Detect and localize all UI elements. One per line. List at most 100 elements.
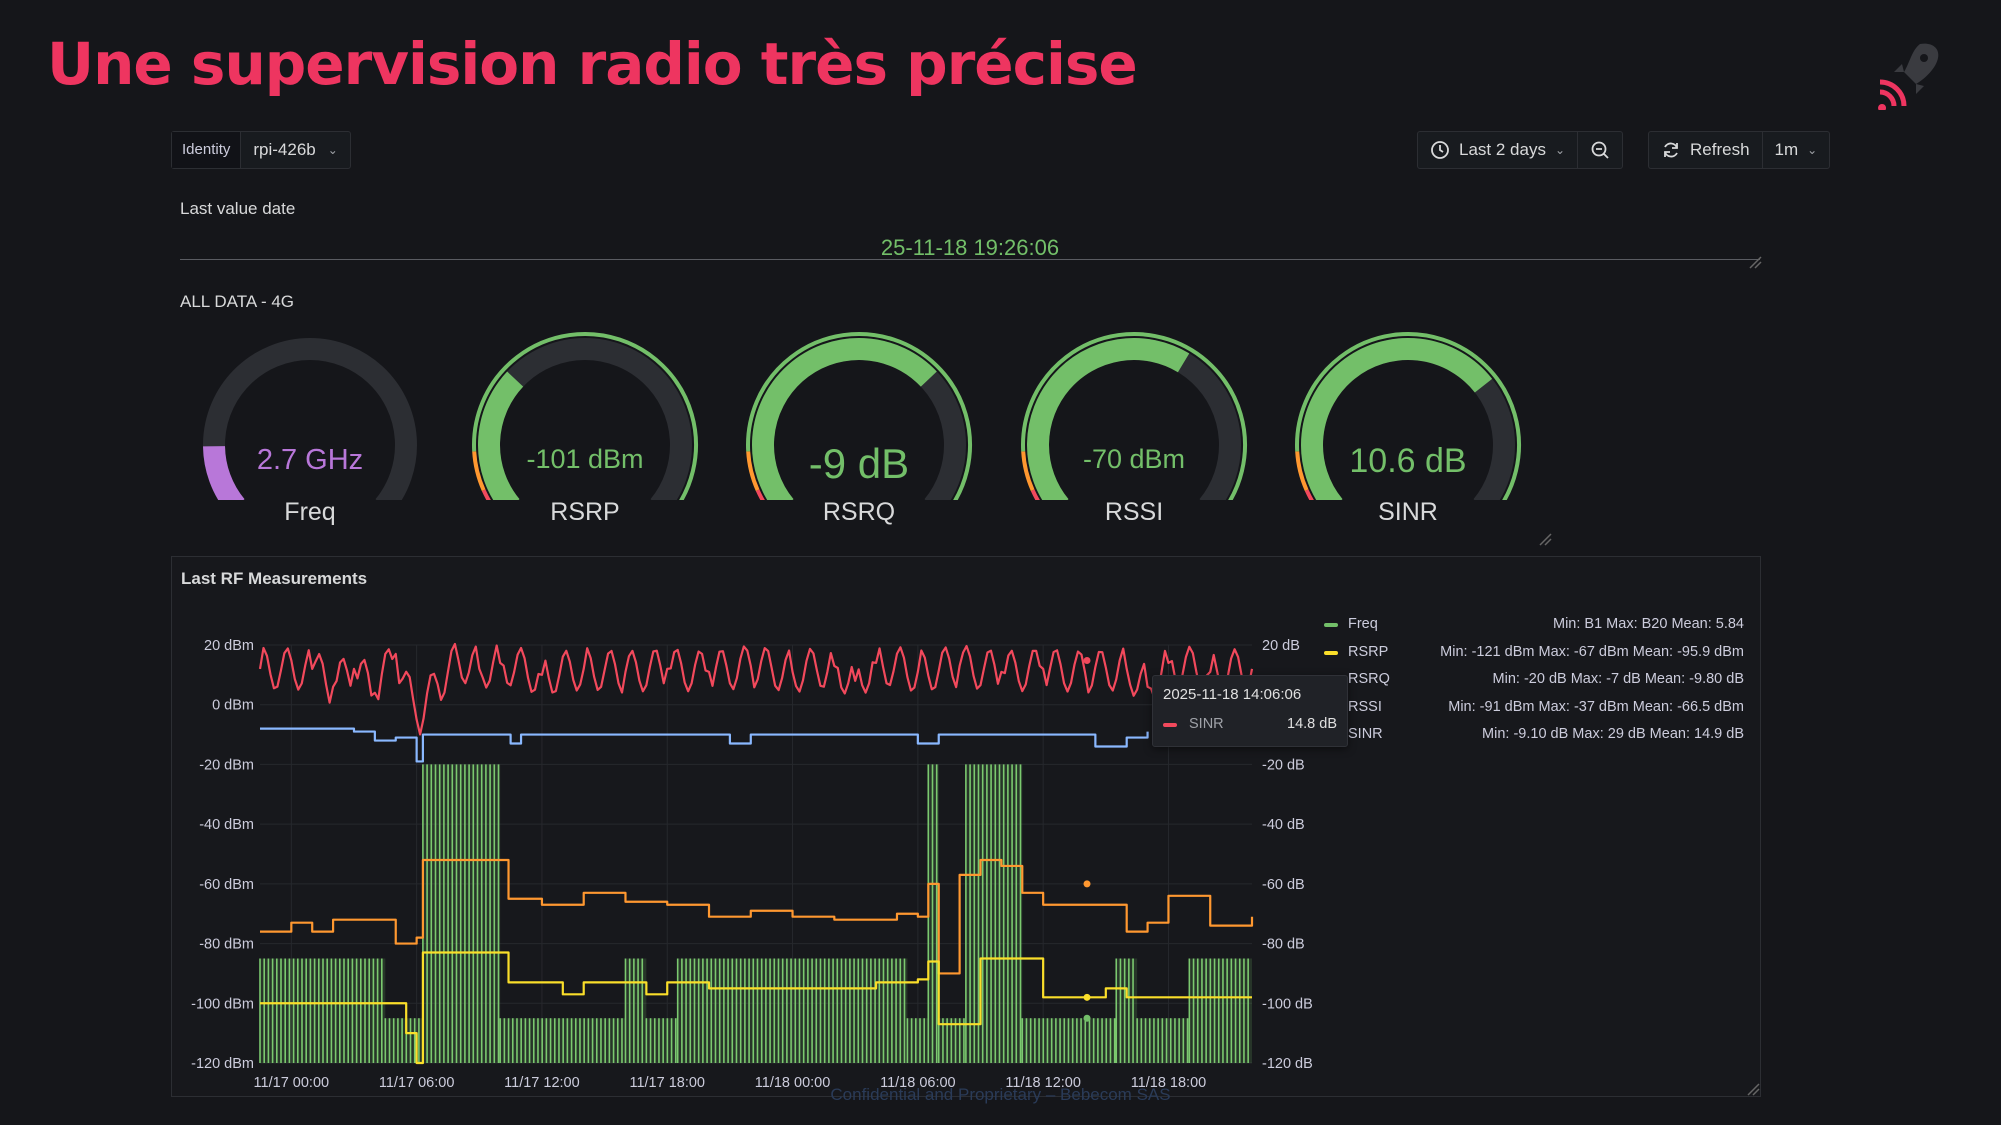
freq-band <box>1189 958 1252 1063</box>
freq-band <box>928 764 939 1063</box>
tooltip-value: 14.8 dB <box>1287 716 1337 732</box>
gauges-panel: 2.7 GHz Freq -101 dBm RSRP -9 dB RSRQ -7… <box>180 320 1560 540</box>
gauge-threshold <box>472 332 698 500</box>
gauge-value: -101 dBm <box>526 444 644 474</box>
resize-handle-icon[interactable] <box>1746 1082 1760 1096</box>
y-tick-right: -60 dB <box>1262 877 1305 893</box>
gauge-fill <box>478 371 524 500</box>
x-tick: 11/18 18:00 <box>1131 1075 1207 1091</box>
legend-item-rssi[interactable]: RSSI Min: -91 dBm Max: -37 dBm Mean: -66… <box>1324 697 1744 725</box>
gauge-track <box>203 338 417 500</box>
legend-item-rsrq[interactable]: RSRQ Min: -20 dB Max: -7 dB Mean: -9.80 … <box>1324 669 1744 697</box>
chevron-down-icon: ⌄ <box>1807 143 1818 157</box>
x-tick: 11/18 00:00 <box>755 1075 831 1091</box>
gauge-rssi: -70 dBm RSSI <box>1004 320 1264 540</box>
refresh-icon <box>1664 142 1678 158</box>
gauge-threshold <box>1304 489 1314 500</box>
gauge-threshold <box>472 451 486 492</box>
refresh-interval-select[interactable]: 1m ⌄ <box>1763 132 1830 168</box>
gauge-arc <box>1295 332 1521 500</box>
gauge-label: RSRP <box>550 498 620 526</box>
refresh-label: Refresh <box>1690 140 1750 159</box>
tooltip-time: 2025-11-18 14:06:06 <box>1163 686 1302 703</box>
identity-variable[interactable]: Identity rpi-426b ⌄ <box>171 131 351 169</box>
gauge-threshold <box>1295 451 1309 492</box>
time-range-group: Last 2 days ⌄ <box>1417 131 1624 169</box>
gauge-fill <box>1027 338 1190 500</box>
identity-select[interactable]: rpi-426b ⌄ <box>241 132 349 168</box>
freq-band <box>422 764 501 1063</box>
series-rsrq-line <box>260 858 1254 975</box>
refresh-button[interactable]: Refresh <box>1649 132 1763 168</box>
legend-stats: Min: -121 dBm Max: -67 dBm Mean: -95.9 d… <box>1440 643 1744 660</box>
legend-name: Freq <box>1348 616 1378 632</box>
chart-legend: Freq Min: B1 Max: B20 Mean: 5.84 RSRP Mi… <box>1324 614 1744 752</box>
rf-panel-title: Last RF Measurements <box>181 569 368 588</box>
legend-stats: Min: -91 dBm Max: -37 dBm Mean: -66.5 dB… <box>1448 698 1744 715</box>
gauge-fill <box>1301 338 1493 500</box>
y-tick-right: -120 dB <box>1262 1056 1313 1072</box>
y-tick-right: -80 dB <box>1262 937 1305 953</box>
y-tick-left: 0 dBm <box>212 698 254 714</box>
zoom-out-button[interactable] <box>1578 132 1622 168</box>
resize-handle-icon[interactable] <box>1538 532 1552 546</box>
x-tick: 11/17 18:00 <box>629 1075 705 1091</box>
legend-item-freq[interactable]: Freq Min: B1 Max: B20 Mean: 5.84 <box>1324 614 1744 642</box>
gauge-value: -9 dB <box>808 440 910 487</box>
gauge-label: SINR <box>1378 498 1438 526</box>
y-tick-right: -40 dB <box>1262 817 1305 833</box>
y-tick-left: -20 dBm <box>199 757 254 773</box>
y-tick-left: -80 dBm <box>199 937 254 953</box>
y-tick-right: -100 dB <box>1262 996 1313 1012</box>
freq-band <box>625 958 647 1063</box>
y-tick-left: -40 dBm <box>199 817 254 833</box>
freq-band <box>677 958 908 1063</box>
gauge-label: RSRQ <box>822 498 896 526</box>
y-tick-right: -20 dB <box>1262 757 1305 773</box>
gauge-freq: 2.7 GHz Freq <box>180 320 440 540</box>
gauge-threshold <box>481 489 491 500</box>
clock-icon <box>1431 141 1449 159</box>
gauge-label: Freq <box>284 498 336 526</box>
time-range-picker[interactable]: Last 2 days ⌄ <box>1418 132 1579 168</box>
x-tick: 11/17 12:00 <box>504 1075 580 1091</box>
last-value-date: 25-11-18 19:26:06 <box>880 235 1060 260</box>
chart-tooltip: 2025-11-18 14:06:06 SINR 14.8 dB <box>1152 675 1348 747</box>
y-tick-left: -100 dBm <box>191 996 254 1012</box>
gauge-rsrp: -101 dBm RSRP <box>455 320 715 540</box>
x-tick: 11/18 06:00 <box>880 1075 956 1091</box>
gauge-arc <box>746 332 972 500</box>
refresh-group: Refresh 1m ⌄ <box>1648 131 1831 169</box>
gauge-fill <box>752 338 937 500</box>
divider <box>180 259 1760 260</box>
slide-title: Une supervision radio très précise <box>47 30 1138 98</box>
legend-stats: Min: -9.10 dB Max: 29 dB Mean: 14.9 dB <box>1482 726 1744 742</box>
identity-value: rpi-426b <box>253 140 316 159</box>
series-rsrp-line <box>260 951 1252 1065</box>
gauge-threshold <box>1021 451 1035 492</box>
gauges-panel-title: ALL DATA - 4G <box>180 292 295 311</box>
resize-handle-icon[interactable] <box>1748 255 1762 269</box>
legend-name: SINR <box>1348 726 1383 742</box>
gauge-threshold <box>1295 332 1521 500</box>
time-range-label: Last 2 days <box>1459 140 1546 159</box>
y-tick-left: -60 dBm <box>199 877 254 893</box>
freq-band <box>907 1018 929 1063</box>
x-tick: 11/18 12:00 <box>1005 1075 1081 1091</box>
gauge-value: 10.6 dB <box>1349 442 1467 480</box>
freq-band <box>646 1018 678 1063</box>
hover-point <box>1083 1014 1091 1022</box>
legend-item-rsrp[interactable]: RSRP Min: -121 dBm Max: -67 dBm Mean: -9… <box>1324 642 1744 670</box>
y-tick-left: 20 dBm <box>204 638 254 654</box>
footer-note: Confidential and Proprietary – Bebecom S… <box>830 1085 1171 1104</box>
legend-item-sinr[interactable]: SINR Min: -9.10 dB Max: 29 dB Mean: 14.9… <box>1324 724 1744 752</box>
gauge-value: 2.7 GHz <box>256 444 364 476</box>
tooltip-series: SINR <box>1189 716 1224 732</box>
gauge-arc <box>1021 332 1247 500</box>
gauge-track <box>478 338 692 500</box>
hover-point <box>1083 993 1091 1001</box>
gauge-threshold <box>746 332 972 500</box>
hover-point <box>1083 880 1091 888</box>
